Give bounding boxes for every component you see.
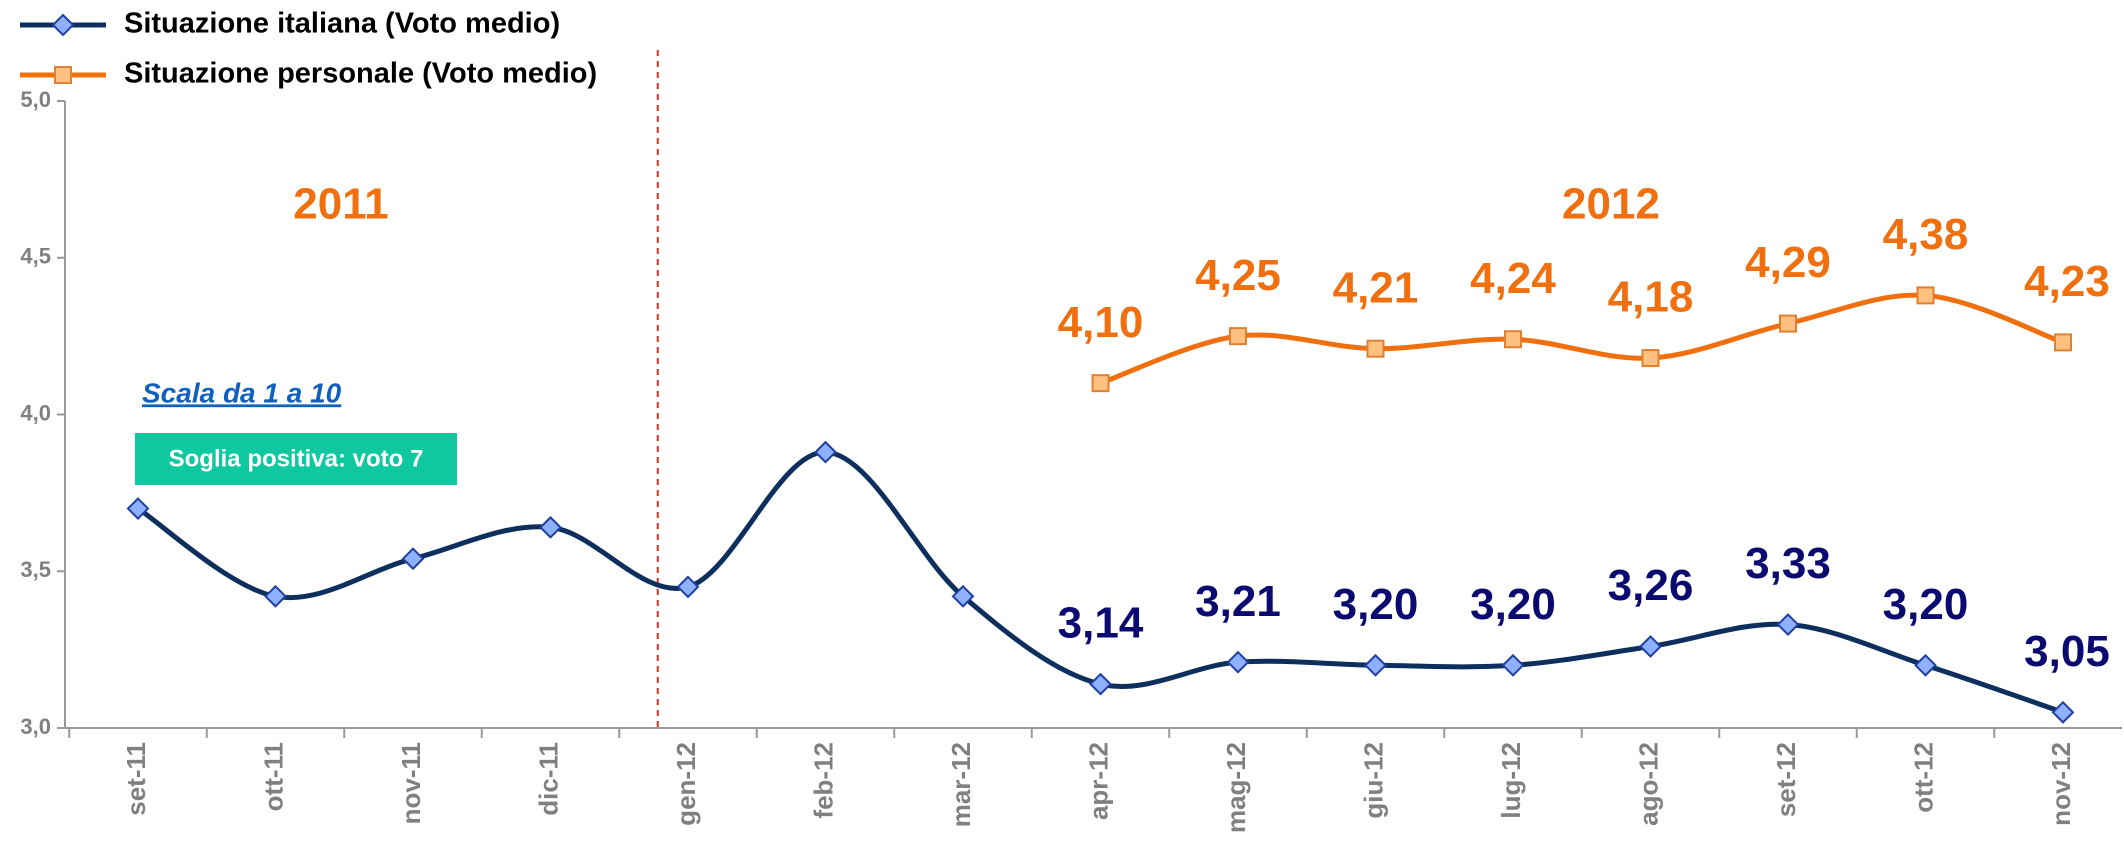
value-label: 4,38 [1883,210,1969,259]
value-label: 3,14 [1058,599,1144,648]
legend-marker [51,13,75,37]
x-tick-label: giu-12 [1358,742,1388,819]
point-marker [1226,650,1250,674]
point-marker [1364,653,1387,677]
x-tick-label: feb-12 [808,742,838,819]
value-label: 3,20 [1333,580,1419,629]
point-marker [1779,314,1797,333]
annotation: 2011 [293,180,388,229]
point-marker [1229,327,1247,346]
value-label: 3,05 [2024,627,2110,676]
point-marker [401,547,425,571]
x-tick-label: set-11 [121,742,151,816]
annotation: 2012 [1562,180,1660,229]
x-tick-label: set-12 [1771,742,1801,817]
point-marker [1089,672,1112,696]
point-marker [264,584,287,608]
x-tick-label: nov-11 [396,742,426,824]
value-label: 3,20 [1883,580,1969,629]
x-tick-label: dic-11 [533,742,563,816]
y-tick-label: 3,5 [20,557,51,582]
point-marker [2051,700,2075,724]
value-label: 4,18 [1608,273,1694,322]
point-marker [2054,333,2072,352]
x-tick-label: ott-11 [258,742,288,811]
x-tick-label: gen-12 [671,742,701,826]
y-tick-label: 3,0 [20,714,51,739]
x-tick-label: nov-12 [2046,742,2076,826]
point-marker [1504,330,1522,349]
point-marker [1366,339,1385,358]
annotation-box [135,433,457,485]
point-marker [814,440,837,464]
value-label: 4,21 [1333,263,1419,312]
x-tick-label: mar-12 [946,742,976,827]
value-label: 4,25 [1195,251,1281,300]
point-marker [1916,286,1935,305]
point-marker [1091,374,1110,393]
point-marker [951,584,975,608]
value-label: 3,21 [1195,577,1281,626]
legend-label: Situazione personale (Voto medio) [124,58,597,90]
value-label: 4,23 [2024,257,2110,306]
x-tick-label: ott-12 [1908,742,1938,813]
x-tick-label: apr-12 [1083,742,1113,820]
x-tick-label: mag-12 [1221,742,1251,833]
value-label: 3,26 [1608,561,1694,610]
value-label: 3,33 [1745,539,1831,588]
point-marker [676,575,700,599]
x-tick-label: ago-12 [1633,742,1663,826]
value-label: 3,20 [1470,580,1556,629]
annotation: Soglia positiva: voto 7 [169,445,424,472]
point-marker [1776,613,1800,636]
value-label: 4,24 [1470,254,1556,303]
y-tick-label: 4,5 [20,244,51,269]
point-marker [126,497,150,520]
value-label: 4,29 [1745,238,1831,287]
legend-label: Situazione italiana (Voto medio) [124,8,560,40]
annotation: Scala da 1 a 10 [142,377,342,408]
point-marker [1639,635,1662,658]
point-marker [1501,653,1525,677]
x-tick-label: lug-12 [1496,742,1526,819]
series-line [136,449,2064,715]
y-tick-label: 4,0 [20,400,51,425]
point-marker [1914,653,1937,677]
value-label: 4,10 [1058,298,1144,347]
point-marker [539,515,562,539]
legend-marker [54,66,72,84]
y-tick-label: 5,0 [20,87,51,112]
point-marker [1641,349,1660,368]
